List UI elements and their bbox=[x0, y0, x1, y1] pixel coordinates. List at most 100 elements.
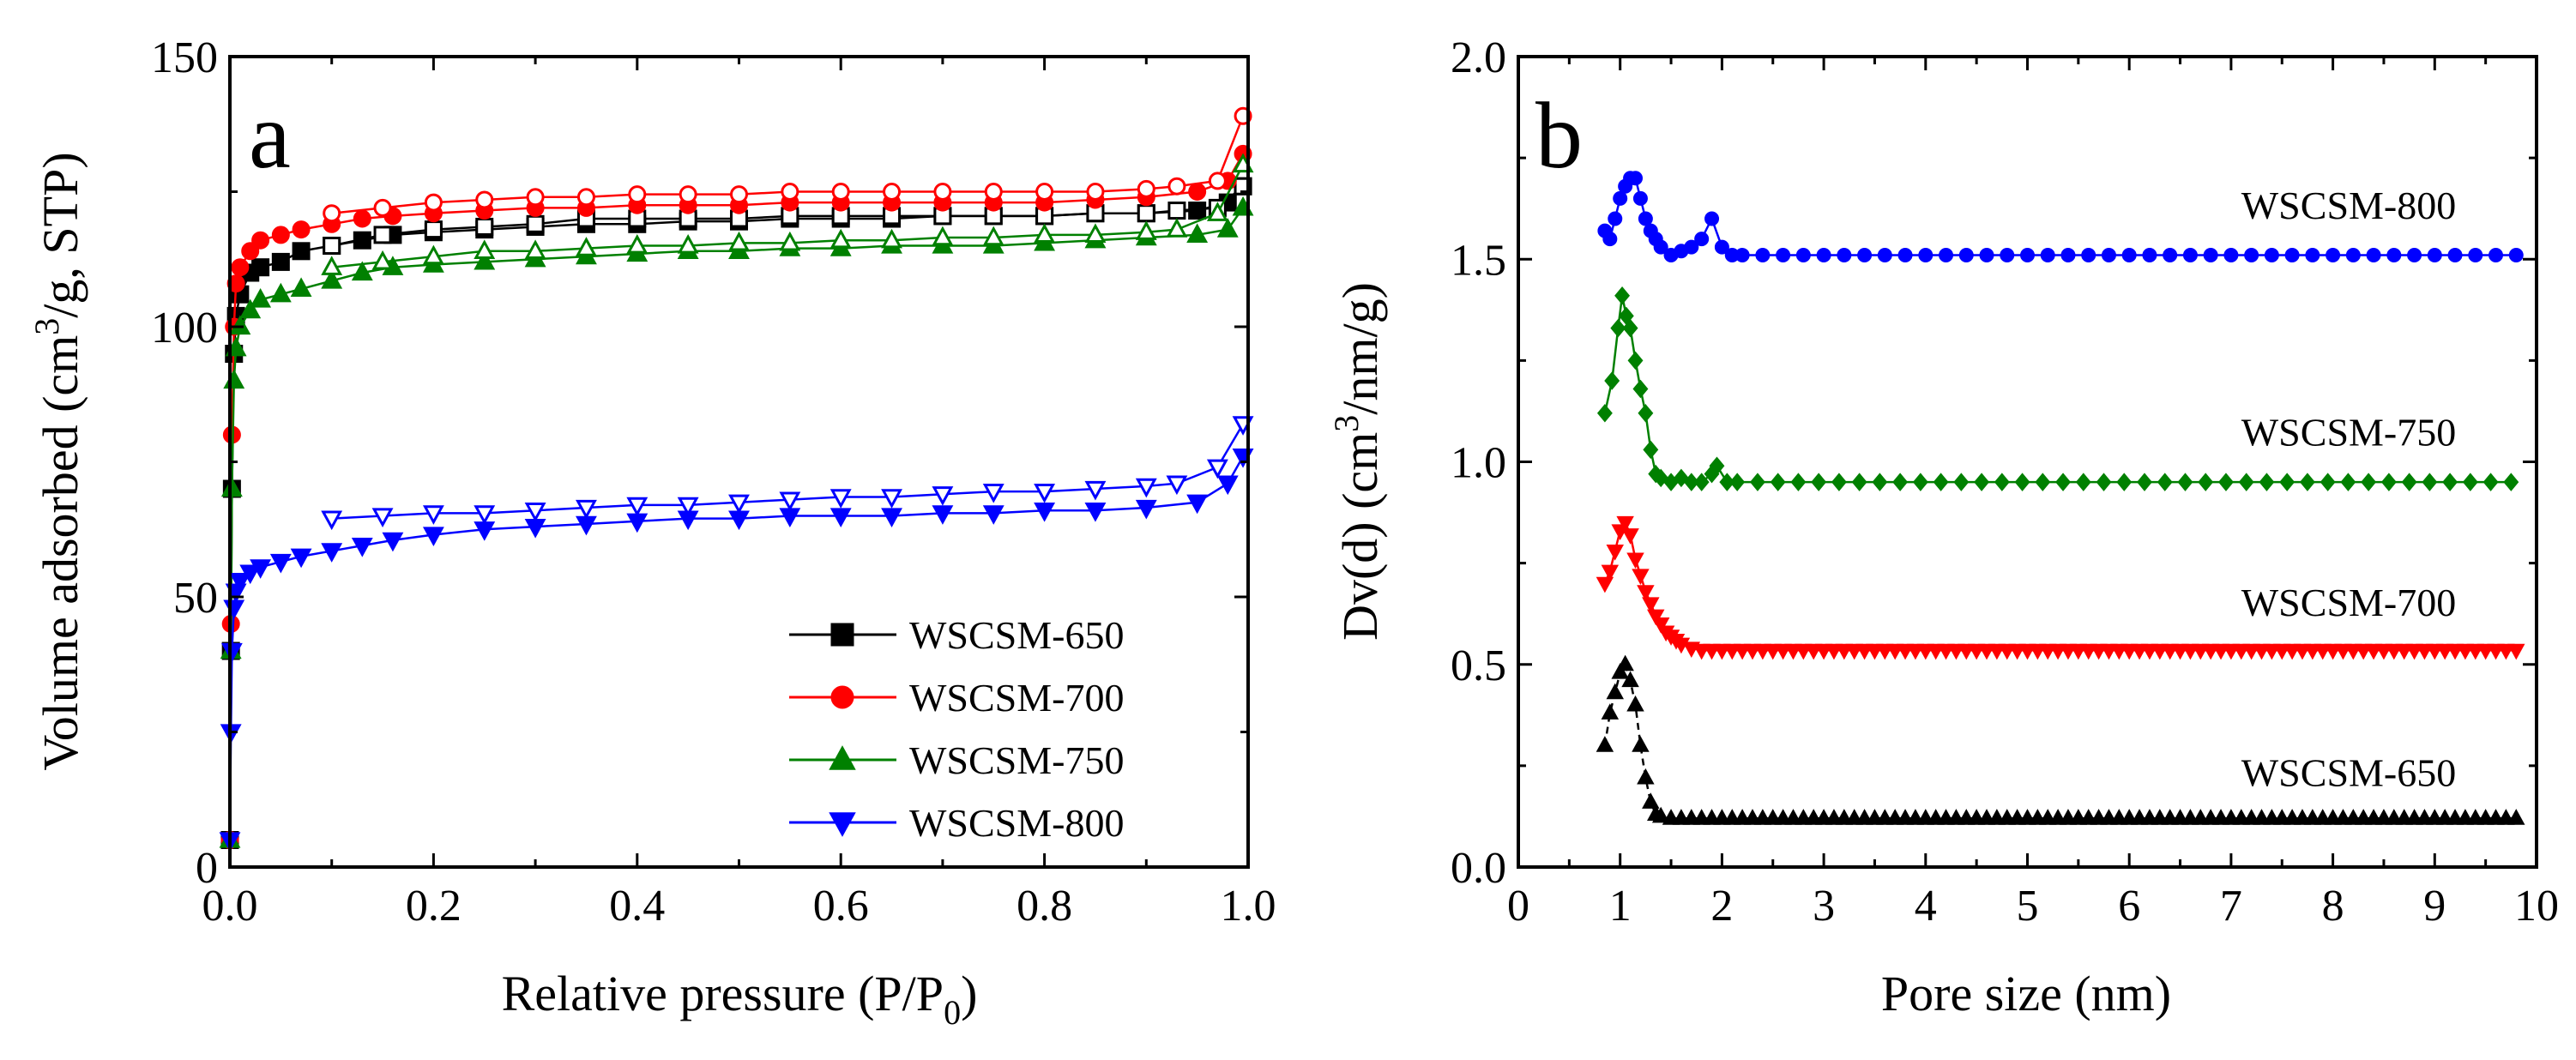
wscsm-700-point bbox=[2151, 643, 2169, 660]
wscsm-750-desorption-line bbox=[331, 164, 1245, 268]
wscsm-700-desorption-point bbox=[1035, 183, 1054, 201]
y-tick-label: 0.0 bbox=[1451, 844, 1506, 893]
wscsm-650-point bbox=[1855, 809, 1873, 825]
wscsm-700-point bbox=[2303, 643, 2322, 660]
wscsm-800-point bbox=[1897, 248, 1913, 263]
wscsm-750-point bbox=[2198, 473, 2214, 491]
wscsm-750-desorption-point bbox=[422, 244, 444, 265]
wscsm-700-point bbox=[1958, 643, 1976, 660]
wscsm-800-point bbox=[1628, 171, 1644, 186]
wscsm-700-point bbox=[2293, 643, 2312, 660]
y-tick-label: 1.5 bbox=[1451, 236, 1506, 285]
wscsm-750-point bbox=[1596, 404, 1613, 423]
wscsm-650-point bbox=[1621, 671, 1639, 688]
wscsm-800-point bbox=[2101, 248, 2116, 263]
wscsm-650-point bbox=[1682, 809, 1701, 825]
panel-b-ticks: 0 1 2 3 4 5 6 7 8 9 10 0.0 0.5 1.0 1.5 2.0 bbox=[1451, 33, 2559, 931]
wscsm-800-adsorption-point bbox=[422, 527, 444, 547]
wscsm-750-point bbox=[1892, 473, 1909, 491]
wscsm-750-point bbox=[1974, 473, 1990, 491]
wscsm-650-point bbox=[2466, 809, 2485, 825]
wscsm-650-point bbox=[2507, 809, 2525, 825]
wscsm-700-point bbox=[2090, 643, 2108, 660]
wscsm-650-point bbox=[1795, 809, 1813, 825]
wscsm-700-point bbox=[1733, 643, 1752, 660]
wscsm-700-desorption-point bbox=[1208, 172, 1227, 190]
wscsm-700-point bbox=[2466, 643, 2485, 660]
wscsm-700-point bbox=[1916, 643, 1935, 660]
wscsm-700-point bbox=[2222, 643, 2241, 660]
wscsm-700-point bbox=[1814, 643, 1833, 660]
wscsm-700-adsorption-point bbox=[241, 242, 260, 261]
wscsm-800-adsorption-point bbox=[269, 553, 292, 574]
wscsm-650-point bbox=[2253, 809, 2271, 825]
wscsm-800-desorption-point bbox=[422, 505, 444, 525]
wscsm-650-point bbox=[1814, 809, 1833, 825]
wscsm-650-point bbox=[2232, 809, 2251, 825]
wscsm-700-point bbox=[2344, 643, 2362, 660]
wscsm-750-desorption-point bbox=[321, 256, 343, 275]
wscsm-800-point bbox=[2182, 248, 2198, 263]
wscsm-650-point bbox=[2283, 809, 2302, 825]
wscsm-800-point bbox=[1755, 248, 1771, 263]
wscsm-800-point bbox=[1795, 248, 1811, 263]
wscsm-700-desorption-point bbox=[526, 188, 545, 207]
wscsm-650-point bbox=[2405, 809, 2423, 825]
wscsm-700-point bbox=[1855, 643, 1873, 660]
wscsm-750-point bbox=[1693, 473, 1710, 491]
wscsm-650-adsorption-point bbox=[1188, 202, 1207, 220]
wscsm-750-desorption-point bbox=[728, 231, 750, 251]
wscsm-800-point bbox=[1776, 248, 1791, 263]
x-tick-label: 0.6 bbox=[813, 882, 869, 931]
wscsm-800-adsorption-point bbox=[382, 532, 404, 552]
wscsm-700-desorption-point bbox=[323, 204, 341, 223]
y-tick-label: 1.0 bbox=[1451, 439, 1506, 488]
wscsm-750-point bbox=[2503, 473, 2519, 491]
wscsm-800-desorption-point bbox=[371, 508, 394, 527]
wscsm-650-point bbox=[2476, 809, 2495, 825]
panel-b-data-marks bbox=[1596, 171, 2525, 825]
wscsm-750-point bbox=[1790, 473, 1807, 491]
wscsm-650-adsorption-point bbox=[353, 231, 371, 250]
series-label: WSCSM-650 bbox=[2241, 751, 2456, 795]
wscsm-700-point bbox=[1927, 643, 1945, 660]
panel-b-label: b bbox=[1535, 83, 1583, 188]
wscsm-750-point bbox=[1632, 379, 1649, 399]
wscsm-650-point bbox=[2192, 809, 2210, 825]
wscsm-750-point bbox=[2137, 473, 2152, 491]
panel-b-series-labels: WSCSM-800 WSCSM-750 WSCSM-700 WSCSM-650 bbox=[2241, 184, 2456, 795]
series-label: WSCSM-800 bbox=[2241, 184, 2456, 227]
wscsm-650-point bbox=[2487, 809, 2505, 825]
wscsm-800-adsorption-point bbox=[220, 642, 243, 663]
wscsm-750-adsorption-point bbox=[1216, 218, 1239, 238]
wscsm-750-desorption-point bbox=[1034, 223, 1056, 244]
wscsm-750-adsorption-point bbox=[351, 261, 373, 281]
wscsm-650-point bbox=[1662, 809, 1680, 825]
wscsm-750-point bbox=[2482, 473, 2499, 491]
wscsm-800-point bbox=[2223, 248, 2239, 263]
wscsm-650-point bbox=[2344, 809, 2362, 825]
series-label: WSCSM-750 bbox=[2241, 411, 2456, 455]
wscsm-800-point bbox=[1632, 190, 1648, 206]
wscsm-700-point bbox=[2161, 643, 2179, 660]
wscsm-800-desorption-point bbox=[626, 497, 649, 517]
wscsm-800-desorption-point bbox=[1084, 480, 1107, 501]
wscsm-700-point bbox=[1764, 643, 1782, 660]
wscsm-700-point bbox=[2008, 643, 2026, 660]
wscsm-650-point bbox=[2374, 809, 2393, 825]
wscsm-800-adsorption-point bbox=[229, 572, 251, 593]
wscsm-750-point bbox=[1622, 318, 1638, 338]
wscsm-700-point bbox=[1606, 545, 1625, 561]
wscsm-800-point bbox=[2244, 248, 2259, 263]
wscsm-700-point bbox=[2130, 643, 2149, 660]
wscsm-650-adsorption-point bbox=[271, 252, 290, 271]
wscsm-700-point bbox=[2405, 643, 2423, 660]
wscsm-650-desorption-point bbox=[1167, 202, 1186, 220]
wscsm-650-point bbox=[1611, 663, 1629, 679]
wscsm-650-point bbox=[2303, 809, 2322, 825]
wscsm-800-point bbox=[1608, 211, 1623, 226]
wscsm-800-desorption-point bbox=[1135, 478, 1157, 498]
wscsm-750-point bbox=[1933, 473, 1949, 491]
wscsm-750-point bbox=[1638, 404, 1654, 423]
wscsm-800-point bbox=[1694, 232, 1710, 247]
